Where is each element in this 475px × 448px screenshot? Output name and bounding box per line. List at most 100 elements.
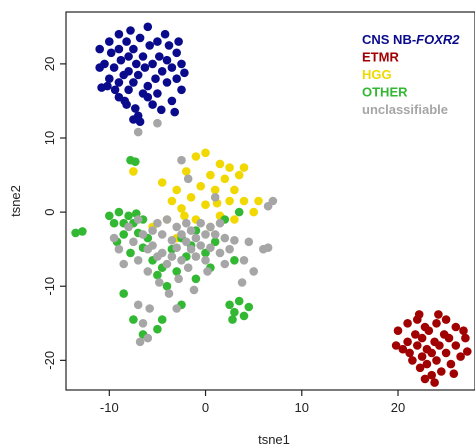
x-tick-label: 10 (295, 400, 309, 415)
point-other-35 (234, 296, 244, 306)
legend: CNS NB-FOXR2 ETMR HGG OTHER unclassifiable (362, 32, 460, 117)
point-hgg-12 (196, 181, 205, 191)
point-unclassifiable-36 (201, 230, 210, 239)
point-unclassifiable-55 (133, 300, 143, 310)
point-unclassifiable-58 (183, 174, 193, 184)
point-unclassifiable-20 (167, 236, 177, 245)
point-other-42 (131, 157, 140, 166)
point-etmr-14 (424, 326, 434, 336)
point-unclassifiable-13 (153, 218, 162, 228)
point-cns-nb-0 (95, 44, 104, 54)
point-etmr-10 (417, 333, 427, 343)
point-hgg-7 (177, 204, 186, 213)
point-etmr-37 (459, 326, 468, 336)
point-unclassifiable-24 (174, 274, 183, 284)
x-axis: -10 0 10 20 (100, 390, 405, 415)
y-tick-label: -20 (42, 351, 57, 370)
point-unclassifiable-32 (191, 233, 201, 243)
point-unclassifiable-60 (220, 259, 230, 269)
point-cns-nb-18 (129, 44, 138, 54)
point-unclassifiable-27 (182, 218, 191, 228)
point-other-9 (126, 248, 135, 258)
point-cns-nb-59 (135, 117, 145, 126)
point-cns-nb-30 (145, 41, 154, 50)
point-unclassifiable-54 (143, 333, 153, 343)
point-etmr-1 (398, 344, 408, 354)
point-cns-nb-22 (133, 70, 143, 80)
point-unclassifiable-10 (148, 226, 157, 235)
point-cns-nb-4 (106, 48, 116, 58)
point-etmr-3 (403, 337, 412, 347)
point-cns-nb-52 (143, 92, 153, 102)
point-unclassifiable-17 (162, 259, 172, 269)
point-unclassifiable-61 (237, 278, 247, 287)
point-unclassifiable-42 (215, 218, 225, 228)
point-cns-nb-41 (164, 41, 174, 50)
point-cns-nb-35 (153, 89, 162, 98)
point-unclassifiable-41 (215, 248, 225, 258)
point-cns-nb-20 (131, 104, 140, 113)
point-cns-nb-14 (124, 52, 133, 61)
point-unclassifiable-51 (153, 118, 162, 128)
point-etmr-38 (414, 310, 424, 319)
point-cns-nb-42 (167, 96, 177, 106)
point-cns-nb-58 (157, 105, 166, 115)
point-etmr-19 (432, 356, 441, 365)
point-other-5 (114, 207, 124, 217)
point-hgg-4 (167, 196, 177, 206)
point-cns-nb-7 (114, 29, 124, 39)
point-unclassifiable-19 (164, 289, 174, 298)
point-hgg-23 (230, 185, 239, 195)
point-hgg-27 (239, 196, 249, 206)
point-cns-nb-37 (157, 67, 167, 76)
point-hgg-15 (206, 170, 215, 180)
x-axis-title: tsne1 (258, 432, 290, 447)
point-unclassifiable-31 (186, 244, 196, 254)
point-etmr-25 (444, 333, 454, 343)
point-etmr-39 (430, 378, 439, 387)
point-hgg-17 (210, 185, 220, 195)
point-cns-nb-29 (143, 81, 153, 91)
point-hgg-5 (172, 185, 181, 195)
point-other-19 (162, 281, 172, 291)
point-other-1 (78, 227, 87, 236)
point-etmr-21 (437, 367, 446, 376)
point-unclassifiable-28 (182, 237, 191, 247)
point-hgg-22 (225, 163, 234, 172)
point-hgg-2 (157, 178, 167, 187)
point-etmr-30 (461, 333, 470, 343)
point-other-34 (230, 307, 239, 317)
point-etmr-23 (441, 348, 451, 358)
point-unclassifiable-47 (249, 267, 258, 276)
point-cns-nb-36 (155, 52, 164, 61)
point-etmr-4 (408, 356, 417, 365)
point-cns-nb-34 (153, 37, 162, 46)
point-unclassifiable-44 (225, 244, 234, 254)
y-tick-label: -10 (42, 277, 57, 296)
point-hgg-18 (215, 159, 225, 169)
point-other-39 (129, 315, 138, 324)
point-cns-nb-45 (172, 74, 181, 83)
point-unclassifiable-23 (172, 243, 181, 252)
legend-entry-other: OTHER (362, 85, 408, 100)
point-unclassifiable-18 (162, 215, 172, 224)
point-unclassifiable-45 (230, 236, 239, 245)
point-other-31 (230, 255, 239, 265)
point-other-37 (244, 302, 254, 312)
point-other-0 (71, 228, 80, 238)
point-unclassifiable-9 (143, 267, 153, 276)
point-unclassifiable-66 (203, 267, 212, 276)
point-cns-nb-40 (162, 55, 172, 65)
point-unclassifiable-33 (191, 252, 201, 261)
point-other-3 (109, 218, 119, 228)
y-tick-label: 10 (42, 131, 57, 145)
point-cns-nb-47 (177, 59, 186, 69)
point-cns-nb-27 (140, 63, 150, 72)
point-unclassifiable-3 (124, 222, 133, 232)
point-hgg-13 (201, 148, 210, 158)
point-cns-nb-13 (122, 37, 131, 46)
point-unclassifiable-22 (172, 222, 181, 232)
point-unclassifiable-0 (109, 233, 119, 243)
point-etmr-36 (434, 310, 443, 319)
point-cns-nb-39 (162, 78, 172, 87)
